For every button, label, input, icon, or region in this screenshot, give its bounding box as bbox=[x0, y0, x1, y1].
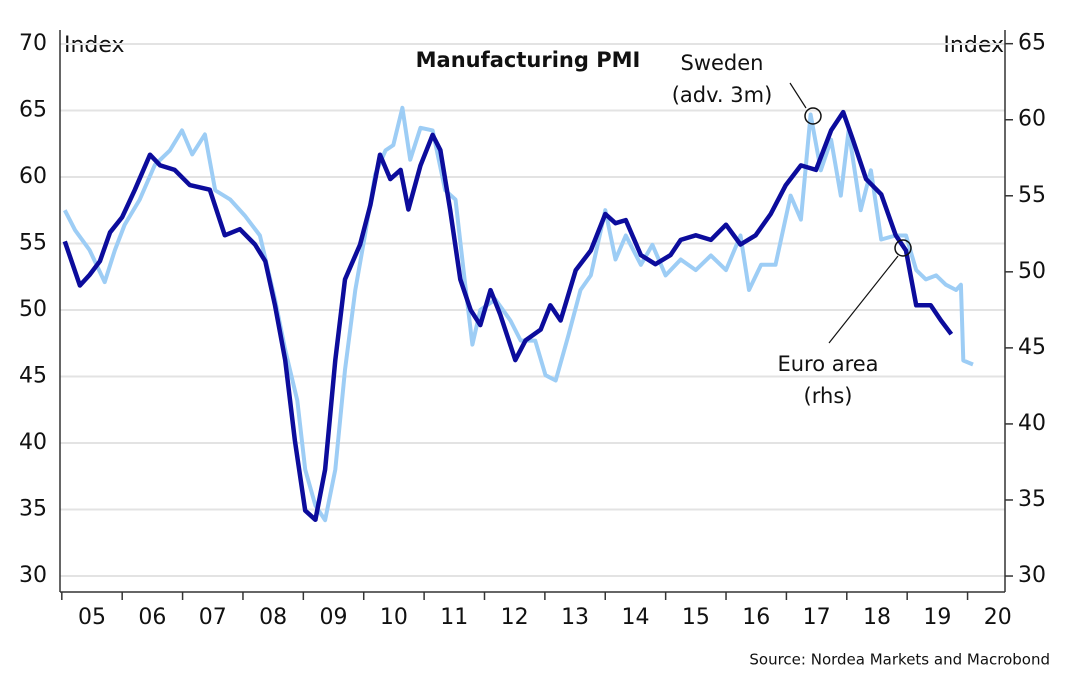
y2-tick-label: 35 bbox=[1018, 487, 1046, 512]
y2-tick-label: 40 bbox=[1018, 411, 1046, 436]
annotation-leader bbox=[789, 82, 807, 109]
y-tick-label: 70 bbox=[19, 31, 47, 56]
x-tick-label: 13 bbox=[561, 605, 589, 630]
x-tick-label: 18 bbox=[863, 605, 891, 630]
x-tick-label: 17 bbox=[803, 605, 831, 630]
y2-axis-label: Index bbox=[943, 33, 1004, 58]
annotation: (rhs) bbox=[804, 384, 853, 408]
series-line bbox=[63, 105, 974, 523]
x-tick-label: 14 bbox=[621, 605, 649, 630]
x-tick-label: 09 bbox=[320, 605, 348, 630]
y-tick-label: 55 bbox=[19, 230, 47, 255]
y2-tick-label: 30 bbox=[1018, 563, 1046, 588]
annotation-marker bbox=[894, 239, 912, 257]
annotation: (adv. 3m) bbox=[672, 83, 773, 107]
x-tick-label: 11 bbox=[440, 605, 468, 630]
y-tick-label: 65 bbox=[19, 97, 47, 122]
source: Source: Nordea Markets and Macrobond bbox=[749, 651, 1050, 669]
y2-tick-label: 50 bbox=[1018, 259, 1046, 284]
y-tick-label: 60 bbox=[19, 164, 47, 189]
annotation: Euro area bbox=[777, 352, 878, 376]
x-tick-label: 12 bbox=[501, 605, 529, 630]
x-tick-label: 20 bbox=[984, 605, 1012, 630]
x-tick-label: 05 bbox=[78, 605, 106, 630]
y2-tick-label: 65 bbox=[1018, 31, 1046, 56]
y-axis-label: Index bbox=[64, 33, 125, 58]
annotation: Sweden bbox=[681, 51, 764, 75]
chart-title: Manufacturing PMI bbox=[416, 48, 641, 72]
y-tick-label: 35 bbox=[19, 497, 47, 522]
y-tick-label: 30 bbox=[19, 563, 47, 588]
x-tick-label: 08 bbox=[259, 605, 287, 630]
y-tick-label: 40 bbox=[19, 430, 47, 455]
y2-tick-label: 60 bbox=[1018, 107, 1046, 132]
x-tick-label: 15 bbox=[682, 605, 710, 630]
x-tick-label: 06 bbox=[138, 605, 166, 630]
y2-tick-label: 45 bbox=[1018, 335, 1046, 360]
x-tick-label: 10 bbox=[380, 605, 408, 630]
y-tick-label: 45 bbox=[19, 364, 47, 389]
y-tick-label: 50 bbox=[19, 297, 47, 322]
annotation-leader bbox=[828, 255, 899, 344]
annotation-marker bbox=[804, 107, 822, 125]
x-tick-label: 19 bbox=[923, 605, 951, 630]
y2-tick-label: 55 bbox=[1018, 183, 1046, 208]
x-tick-label: 07 bbox=[199, 605, 227, 630]
series-line bbox=[62, 109, 954, 523]
x-tick-label: 16 bbox=[742, 605, 770, 630]
